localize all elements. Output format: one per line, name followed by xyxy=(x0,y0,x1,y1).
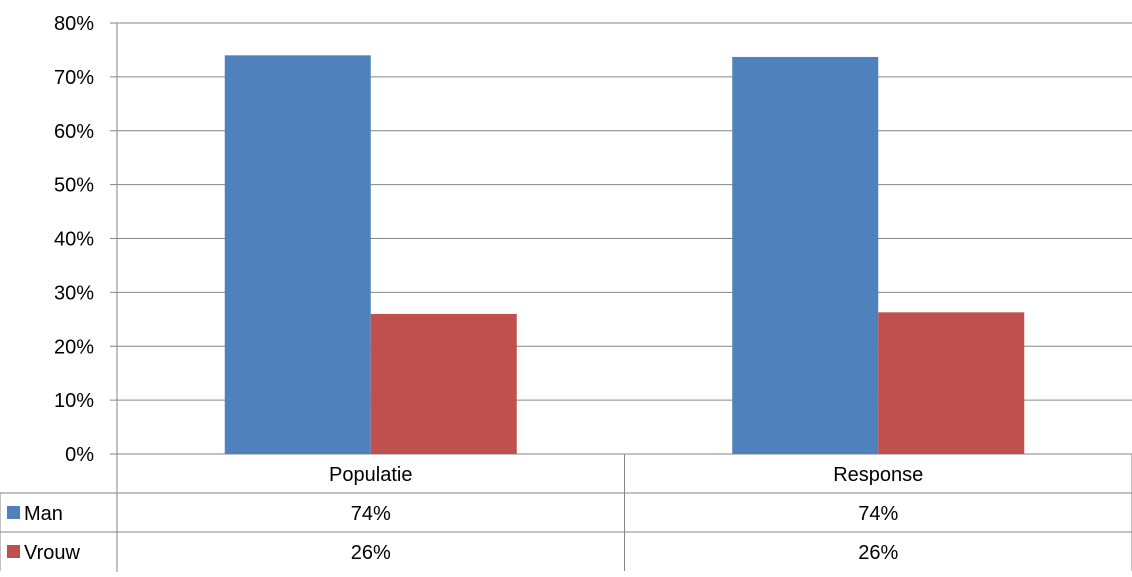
bar-man-populatie xyxy=(224,55,371,454)
legend-label-vrouw: Vrouw xyxy=(24,542,81,564)
legend-swatch-vrouw xyxy=(7,545,20,558)
y-tick-label: 30% xyxy=(54,282,94,304)
y-tick-label: 50% xyxy=(54,175,94,197)
data-table: Populatie Response Man 74% 74% Vrouw 26% 26% xyxy=(0,454,1132,571)
y-tick-label: 0% xyxy=(65,444,94,466)
y-tick-label: 20% xyxy=(54,336,94,358)
bar-vrouw-response xyxy=(878,312,1025,454)
y-tick-label: 70% xyxy=(54,67,94,89)
legend-label-man: Man xyxy=(24,503,63,525)
data-label-man-response: 74% xyxy=(858,503,898,525)
bar-vrouw-populatie xyxy=(370,313,517,454)
legend-swatch-man xyxy=(7,506,20,519)
y-tick-label: 40% xyxy=(54,229,94,251)
bars xyxy=(224,55,1025,454)
y-tick-label: 80% xyxy=(54,13,94,35)
y-tick-label: 10% xyxy=(54,390,94,412)
data-label-vrouw-response: 26% xyxy=(858,542,898,564)
data-label-vrouw-populatie: 26% xyxy=(351,542,391,564)
data-label-man-populatie: 74% xyxy=(351,503,391,525)
y-tick-label: 60% xyxy=(54,121,94,143)
y-tick-labels: 0% 10% 20% 30% 40% 50% 60% 70% 80% xyxy=(54,13,94,466)
bar-man-response xyxy=(732,56,879,454)
category-label-response: Response xyxy=(833,464,923,486)
category-label-populatie: Populatie xyxy=(329,464,412,486)
